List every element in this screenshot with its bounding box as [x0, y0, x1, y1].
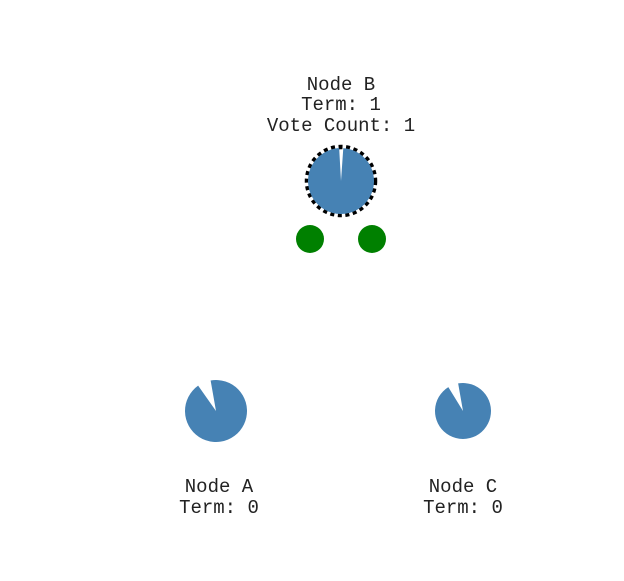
node-c-timeout-arc: [435, 382, 491, 439]
node-a[interactable]: Node A Term: 0: [179, 379, 259, 519]
node-b-name: Node B: [307, 74, 375, 96]
node-a-timeout-arc: [185, 379, 248, 443]
vote-request-message: [358, 225, 386, 253]
candidate-ring: [304, 144, 378, 218]
node-a-term: Term: 0: [179, 497, 259, 519]
vote-request-message: [296, 225, 324, 253]
node-c[interactable]: Node C Term: 0: [423, 382, 503, 519]
node-c-name: Node C: [429, 476, 497, 498]
node-b-term: Term: 1: [301, 94, 381, 116]
node-b-vote-count: Vote Count: 1: [267, 115, 415, 137]
node-b[interactable]: Node B Term: 1 Vote Count: 1: [267, 74, 415, 253]
node-a-name: Node A: [185, 476, 254, 498]
node-b-timeout-arc: [307, 148, 374, 214]
node-c-term: Term: 0: [423, 497, 503, 519]
